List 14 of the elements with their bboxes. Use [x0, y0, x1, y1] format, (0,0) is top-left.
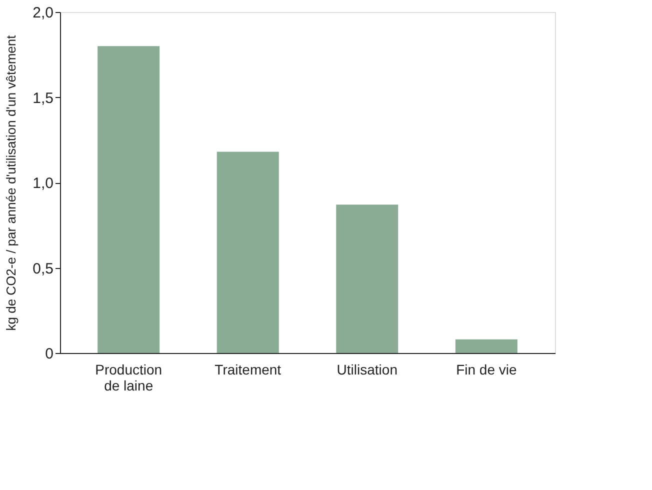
bar: [98, 46, 160, 353]
x-tick-label: Production de laine: [95, 362, 162, 394]
y-tick-label: 1,5: [32, 90, 54, 107]
bar: [336, 204, 398, 353]
y-tick-label: 0,5: [32, 260, 54, 278]
x-tick-label: Utilisation: [336, 362, 398, 378]
bar: [216, 152, 279, 353]
y-tick-label: 2,0: [32, 4, 54, 22]
y-tick-label: 0: [45, 346, 54, 362]
y-axis-title: kg de CO2-e / par année d'utilisation d'un vêtement: [4, 34, 19, 331]
y-tick-label: 1,0: [32, 175, 54, 192]
bar: [455, 339, 518, 353]
x-tick-label: Traitement: [214, 362, 282, 378]
x-tick-label: Fin de vie: [456, 362, 517, 378]
